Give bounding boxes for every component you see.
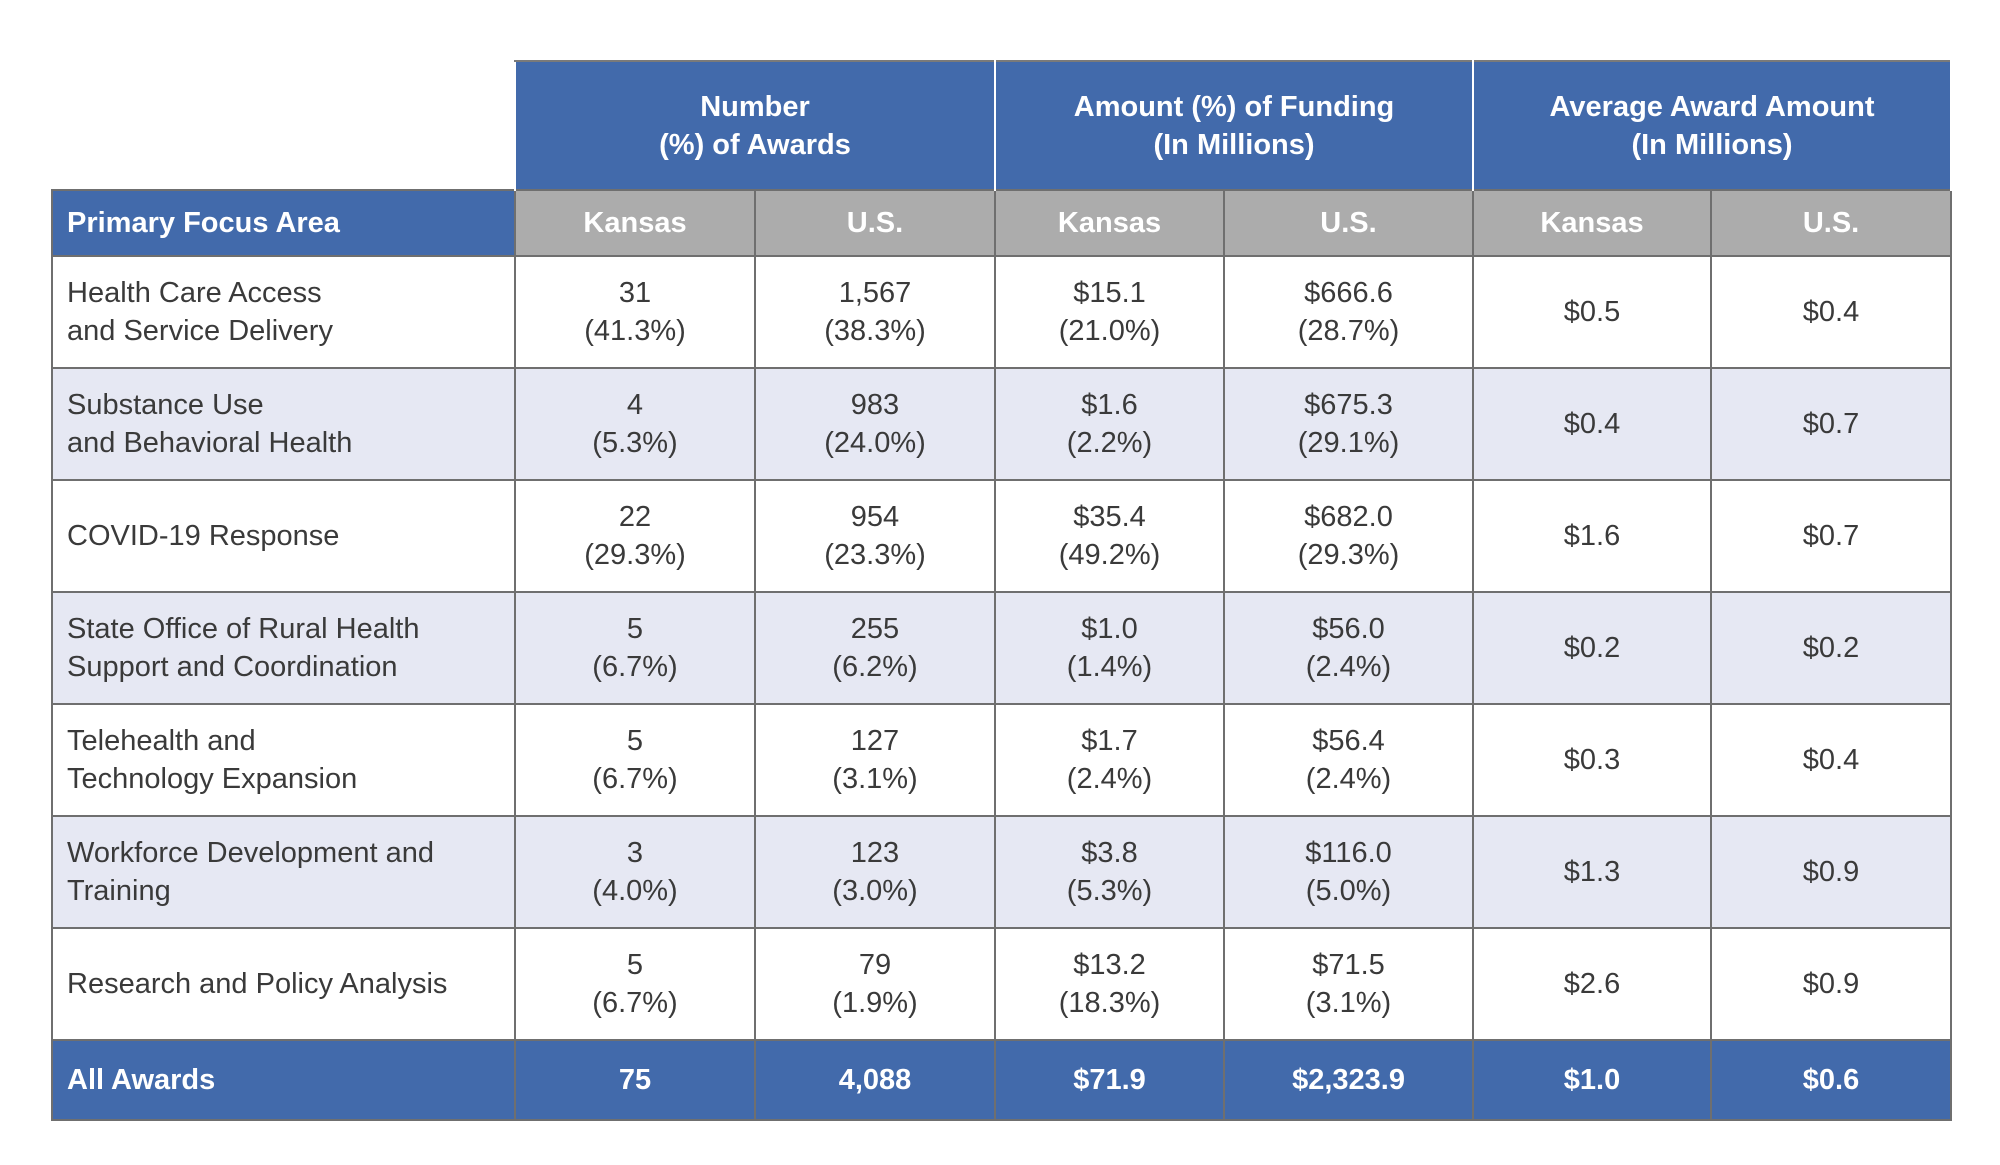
table-row: Telehealth and Technology Expansion 5 (6.7%… (51, 703, 1953, 817)
header-kansas: Kansas (994, 189, 1225, 257)
cell: $1.7 (2.4%) (994, 703, 1225, 817)
focus-area: COVID-19 Response (51, 479, 516, 593)
cell: 255 (6.2%) (754, 591, 996, 705)
header-us: U.S. (1710, 189, 1953, 257)
cell: 1,567 (38.3%) (754, 255, 996, 369)
cell: $2.6 (1472, 927, 1713, 1041)
focus-area: State Office of Rural Health Support and … (51, 591, 516, 705)
cell: 79 (1.9%) (754, 927, 996, 1041)
focus-area: Workforce Development and Training (51, 815, 516, 929)
cell: $0.4 (1710, 703, 1953, 817)
cell: $0.9 (1710, 815, 1953, 929)
cell: $0.2 (1472, 591, 1713, 705)
cell: 127 (3.1%) (754, 703, 996, 817)
cell: $56.4 (2.4%) (1222, 703, 1475, 817)
cell: $3.8 (5.3%) (994, 815, 1225, 929)
cell: $0.4 (1472, 367, 1713, 481)
cell: 31 (41.3%) (514, 255, 756, 369)
blank-corner (52, 61, 515, 190)
cell: $1.6 (1472, 479, 1713, 593)
group-header-row: Number (%) of Awards Amount (%) of Fundin… (52, 60, 1953, 190)
cell: $15.1 (21.0%) (994, 255, 1225, 369)
cell: $666.6 (28.7%) (1222, 255, 1475, 369)
table-row: Substance Use and Behavioral Health 4 (5.3%… (51, 367, 1953, 481)
cell: 983 (24.0%) (754, 367, 996, 481)
cell: $56.0 (2.4%) (1222, 591, 1475, 705)
sub-header-row: Primary Focus Area Kansas U.S. Kansas U.… (51, 189, 1953, 257)
cell: $35.4 (49.2%) (994, 479, 1225, 593)
total-label: All Awards (51, 1039, 516, 1121)
cell: 5 (6.7%) (514, 591, 756, 705)
cell: $13.2 (18.3%) (994, 927, 1225, 1041)
cell: $0.3 (1472, 703, 1713, 817)
focus-area: Research and Policy Analysis (51, 927, 516, 1041)
group-header-funding: Amount (%) of Funding (In Millions) (993, 60, 1475, 190)
table-row: Workforce Development and Training 3 (4.0%)… (51, 815, 1953, 929)
cell: $682.0 (29.3%) (1222, 479, 1475, 593)
cell: $0.5 (1472, 255, 1713, 369)
header-kansas: Kansas (1472, 189, 1713, 257)
focus-area: Substance Use and Behavioral Health (51, 367, 516, 481)
header-primary-focus-area: Primary Focus Area (51, 189, 516, 257)
cell: $0.7 (1710, 367, 1953, 481)
cell: $0.6 (1710, 1039, 1953, 1121)
total-row: All Awards 75 4,088 $71.9 $2,323.9 $1.0 … (51, 1039, 1953, 1121)
cell: $1.6 (2.2%) (994, 367, 1225, 481)
focus-area: Health Care Access and Service Delivery (51, 255, 516, 369)
cell: 3 (4.0%) (514, 815, 756, 929)
cell: 5 (6.7%) (514, 703, 756, 817)
cell: $1.0 (1.4%) (994, 591, 1225, 705)
cell: $71.5 (3.1%) (1222, 927, 1475, 1041)
cell: $0.4 (1710, 255, 1953, 369)
cell: $1.3 (1472, 815, 1713, 929)
cell: 75 (514, 1039, 756, 1121)
cell: $116.0 (5.0%) (1222, 815, 1475, 929)
group-header-average: Average Award Amount (In Millions) (1472, 60, 1953, 190)
cell: 4 (5.3%) (514, 367, 756, 481)
header-kansas: Kansas (514, 189, 756, 257)
cell: $0.7 (1710, 479, 1953, 593)
focus-area: Telehealth and Technology Expansion (51, 703, 516, 817)
table-row: State Office of Rural Health Support and … (51, 591, 1953, 705)
awards-table: Number (%) of Awards Amount (%) of Fundin… (51, 60, 1953, 1121)
cell: $2,323.9 (1222, 1039, 1475, 1121)
group-header-number: Number (%) of Awards (514, 60, 996, 190)
cell: $675.3 (29.1%) (1222, 367, 1475, 481)
cell: 954 (23.3%) (754, 479, 996, 593)
cell: $1.0 (1472, 1039, 1713, 1121)
cell: $0.2 (1710, 591, 1953, 705)
header-us: U.S. (754, 189, 996, 257)
cell: 123 (3.0%) (754, 815, 996, 929)
cell: 4,088 (754, 1039, 996, 1121)
table-row: Research and Policy Analysis 5 (6.7%) 79 (1.… (51, 927, 1953, 1041)
cell: 22 (29.3%) (514, 479, 756, 593)
table-row: COVID-19 Response 22 (29.3%) 954 (23.3%) $35.… (51, 479, 1953, 593)
cell: $71.9 (994, 1039, 1225, 1121)
cell: 5 (6.7%) (514, 927, 756, 1041)
table-row: Health Care Access and Service Delivery 31… (51, 255, 1953, 369)
cell: $0.9 (1710, 927, 1953, 1041)
header-us: U.S. (1222, 189, 1475, 257)
